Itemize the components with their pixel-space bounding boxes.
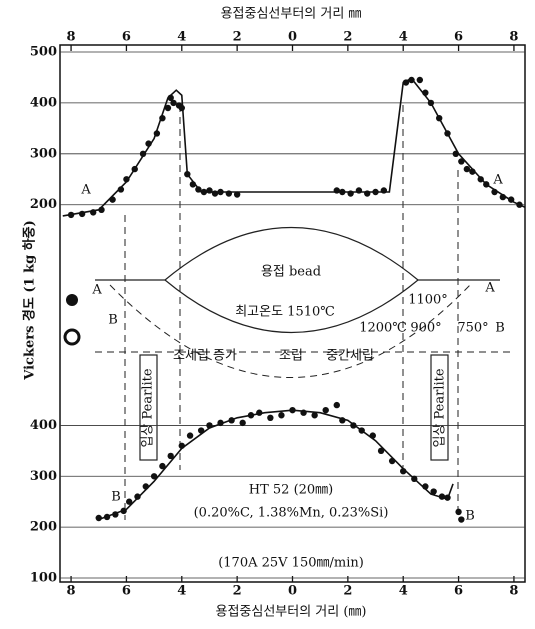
y-tick-label: 100 xyxy=(30,571,57,586)
x-tick-label: 8 xyxy=(509,584,518,599)
x-tick-label: 6 xyxy=(122,584,131,599)
annotation: 중간세립 xyxy=(326,349,374,364)
annotation: A xyxy=(80,183,91,198)
x-tick-label: 2 xyxy=(343,584,352,599)
x-tick-label: 4 xyxy=(177,30,186,45)
data-point xyxy=(167,452,174,460)
annotation: 1100° xyxy=(408,293,448,308)
x-tick-label: 8 xyxy=(67,30,76,45)
x-tick-label: 8 xyxy=(509,30,518,45)
annotation: B xyxy=(495,321,505,336)
data-point xyxy=(186,432,194,439)
x-tick-label: 6 xyxy=(454,30,463,45)
annotation: (170A 25V 150㎜/min) xyxy=(218,556,364,571)
x-tick-label: 8 xyxy=(67,584,76,599)
x-tick-label: 0 xyxy=(288,30,297,45)
y-tick-label: 400 xyxy=(30,95,57,110)
marker xyxy=(66,294,78,306)
annotation: B xyxy=(465,509,475,524)
annotation: 입상 Pearlite xyxy=(141,368,156,447)
data-point xyxy=(239,419,246,427)
fit-curve xyxy=(98,409,454,521)
data-point xyxy=(233,191,241,198)
x-tick-label: 2 xyxy=(233,584,242,599)
data-point xyxy=(164,104,172,112)
annotation: 용접 bead xyxy=(261,265,321,280)
annotation: (0.20%C, 1.38%Mn, 0.23%Si) xyxy=(194,506,389,521)
annotation: A xyxy=(492,173,503,188)
data-point xyxy=(416,76,424,84)
annotation: A xyxy=(484,281,495,296)
data-point xyxy=(267,414,274,421)
data-point xyxy=(463,165,471,173)
x-axis-title: 용접중심선부터의 거리 (㎜) xyxy=(215,605,366,620)
data-point xyxy=(377,447,385,455)
data-point xyxy=(125,498,133,505)
data-point xyxy=(134,493,141,500)
x-tick-label: 6 xyxy=(454,584,463,599)
marker xyxy=(63,328,81,346)
x-tick-label: 2 xyxy=(233,30,242,45)
y-tick-label: 200 xyxy=(30,520,57,535)
data-point xyxy=(311,412,318,419)
pearlite-box xyxy=(430,354,449,461)
data-point xyxy=(278,412,285,419)
data-point xyxy=(333,401,340,409)
data-point xyxy=(170,99,177,107)
haz-boundary xyxy=(109,284,471,378)
annotation: 최고온도 1510℃ xyxy=(235,305,335,320)
annotation: 900° xyxy=(410,321,441,336)
annotation: 1200℃ xyxy=(359,321,407,336)
annotation: B xyxy=(108,313,118,328)
annotation: 조세립 증가 xyxy=(173,349,237,364)
annotation: B xyxy=(111,490,121,505)
x-axis-title: 용접중심선부터의 거리 ㎜ xyxy=(221,7,362,22)
data-point xyxy=(159,462,166,470)
y-tick-label: 300 xyxy=(30,469,57,484)
y-axis-title: Vickers 경도 (1 kg 하중) xyxy=(22,220,38,381)
x-tick-label: 4 xyxy=(399,30,408,45)
x-tick-label: 4 xyxy=(399,584,408,599)
data-point xyxy=(150,473,158,480)
data-point xyxy=(455,508,462,516)
data-point xyxy=(117,186,125,193)
annotation: A xyxy=(91,283,102,298)
x-tick-label: 0 xyxy=(288,584,297,599)
annotation: HT 52 (20㎜) xyxy=(249,483,334,498)
data-point xyxy=(458,516,465,523)
data-point xyxy=(458,158,465,165)
y-tick-label: 400 xyxy=(30,418,57,433)
data-point xyxy=(430,488,437,495)
y-tick-label: 200 xyxy=(30,197,57,212)
data-point xyxy=(322,406,329,414)
pearlite-box xyxy=(139,354,158,461)
data-point xyxy=(123,176,130,183)
fit-curve xyxy=(62,77,526,217)
x-tick-label: 4 xyxy=(177,584,186,599)
annotation: 750° xyxy=(457,321,488,336)
y-tick-label: 500 xyxy=(30,45,57,60)
x-tick-label: 6 xyxy=(122,30,131,45)
x-tick-label: 2 xyxy=(343,30,352,45)
y-tick-label: 300 xyxy=(30,146,57,161)
annotation: 조립 xyxy=(279,349,303,364)
annotation: 입상 Pearlite xyxy=(433,368,448,447)
